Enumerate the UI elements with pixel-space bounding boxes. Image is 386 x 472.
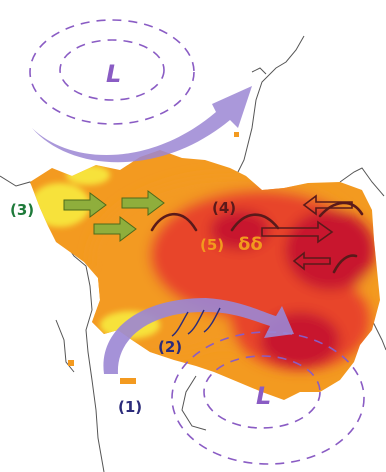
north-flow-arrow <box>32 86 252 163</box>
low-pressure-label-south: L <box>256 382 271 410</box>
label-5-symbol: δδ <box>238 234 263 255</box>
trade-wind-arrows <box>63 190 165 242</box>
streamlines <box>171 307 221 337</box>
label-2: (2) <box>158 338 182 356</box>
label-3: (3) <box>10 201 34 219</box>
jet-lines <box>150 201 364 274</box>
label-5: (5) <box>200 236 224 254</box>
south-flow-arrow <box>103 298 295 374</box>
outline-arrows <box>261 194 353 271</box>
low-pressure-north: L <box>29 19 195 125</box>
heat-specks <box>68 132 239 384</box>
low-pressure-label-north: L <box>106 60 121 88</box>
label-1: (1) <box>118 398 142 416</box>
label-4: (4) <box>212 199 236 217</box>
